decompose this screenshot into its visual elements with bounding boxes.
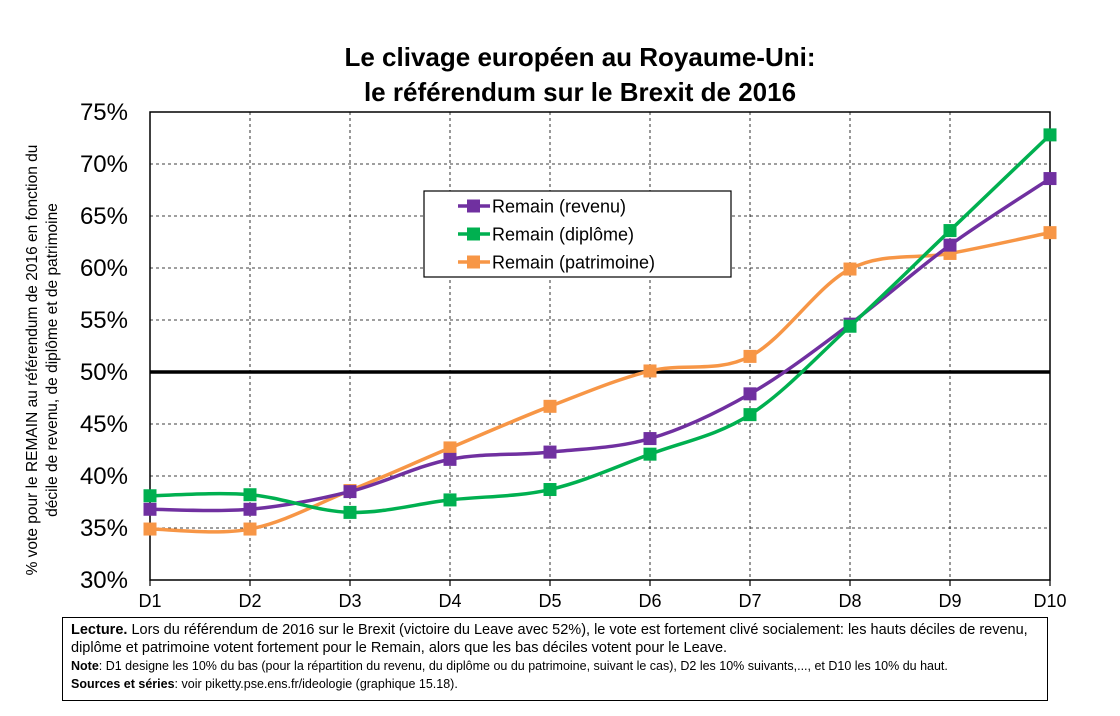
x-tick-label: D6 <box>638 591 661 611</box>
x-tick-label: D5 <box>538 591 561 611</box>
data-point <box>943 238 957 252</box>
data-point <box>1043 226 1057 240</box>
data-point <box>443 493 457 507</box>
data-point <box>343 505 357 519</box>
x-tick-label: D10 <box>1033 591 1066 611</box>
data-point <box>843 262 857 276</box>
data-point <box>143 502 157 516</box>
y-tick-label: 65% <box>80 203 128 230</box>
legend: Remain (revenu) Remain (diplôme) Remain (p… <box>423 190 732 278</box>
data-point <box>243 502 257 516</box>
x-tick-label: D7 <box>738 591 761 611</box>
x-tick-label: D9 <box>938 591 961 611</box>
y-tick-label: 40% <box>80 463 128 490</box>
x-tick-label: D8 <box>838 591 861 611</box>
sources-note: Sources et séries: voir piketty.pse.ens.… <box>71 675 1039 693</box>
data-point <box>543 445 557 459</box>
note-text: : D1 designe les 10% du bas (pour la rép… <box>98 659 948 673</box>
x-tick-label: D4 <box>438 591 461 611</box>
legend-swatch-marker <box>467 227 480 241</box>
plot-frame <box>149 111 1051 581</box>
y-tick-label: 50% <box>80 359 128 386</box>
chart-title-line1: Le clivage européen au Royaume-Uni: <box>344 42 815 72</box>
series-line <box>149 177 1051 513</box>
data-point <box>743 387 757 401</box>
y-tick-label: 55% <box>80 307 128 334</box>
y-tick-label: 45% <box>80 411 128 438</box>
data-point <box>643 364 657 378</box>
data-point <box>643 447 657 461</box>
data-point <box>743 349 757 363</box>
sources-text: : voir piketty.pse.ens.fr/ideologie (gra… <box>174 677 458 691</box>
legend-entry: Remain (patrimoine) <box>492 253 655 273</box>
note-label: Note <box>71 659 99 673</box>
data-point <box>143 489 157 503</box>
y-axis-label-line1: % vote pour le REMAIN au référendum de 2… <box>24 145 41 576</box>
notes-box: Lecture. Lors du référendum de 2016 sur … <box>62 617 1048 701</box>
lecture-label: Lecture. <box>71 622 128 638</box>
definition-note: Note: D1 designe les 10% du bas (pour la… <box>71 657 1039 675</box>
data-point <box>243 522 257 536</box>
data-point <box>143 522 157 536</box>
y-tick-label: 60% <box>80 255 128 282</box>
x-tick-label: D3 <box>338 591 361 611</box>
data-point <box>443 452 457 466</box>
sources-label: Sources et séries <box>71 677 175 691</box>
series-line <box>149 133 1052 515</box>
legend-swatch-marker <box>467 255 480 269</box>
y-tick-label: 75% <box>80 99 128 126</box>
x-tick-label: D2 <box>238 591 261 611</box>
legend-entry: Remain (revenu) <box>492 197 626 217</box>
data-point <box>543 399 557 413</box>
y-tick-label: 70% <box>80 151 128 178</box>
data-point <box>943 224 957 238</box>
data-point <box>443 441 457 455</box>
data-point <box>843 319 857 333</box>
data-point <box>543 483 557 497</box>
chart-title-line2: le référendum sur le Brexit de 2016 <box>364 77 796 107</box>
data-point <box>743 408 757 422</box>
y-tick-label: 35% <box>80 515 128 542</box>
lecture-note: Lecture. Lors du référendum de 2016 sur … <box>71 621 1039 657</box>
plot-area: 30% 35% 40% 45% 50% 55% 60% 65% 70% 75% D1 D2 D3 D4 D5… <box>80 99 1067 611</box>
data-point <box>643 432 657 446</box>
series-line <box>149 230 1051 534</box>
data-point <box>243 488 257 502</box>
legend-swatch-marker <box>467 199 480 213</box>
data-point <box>1043 172 1057 186</box>
x-tick-label: D1 <box>138 591 161 611</box>
data-point <box>1043 128 1057 142</box>
y-tick-label: 30% <box>80 567 128 594</box>
y-axis-label-line2: décile de revenu, de diplôme et de patri… <box>44 203 61 517</box>
lecture-text: Lors du référendum de 2016 sur le Brexit… <box>71 622 1028 656</box>
data-point <box>343 485 357 499</box>
legend-entry: Remain (diplôme) <box>492 225 634 245</box>
